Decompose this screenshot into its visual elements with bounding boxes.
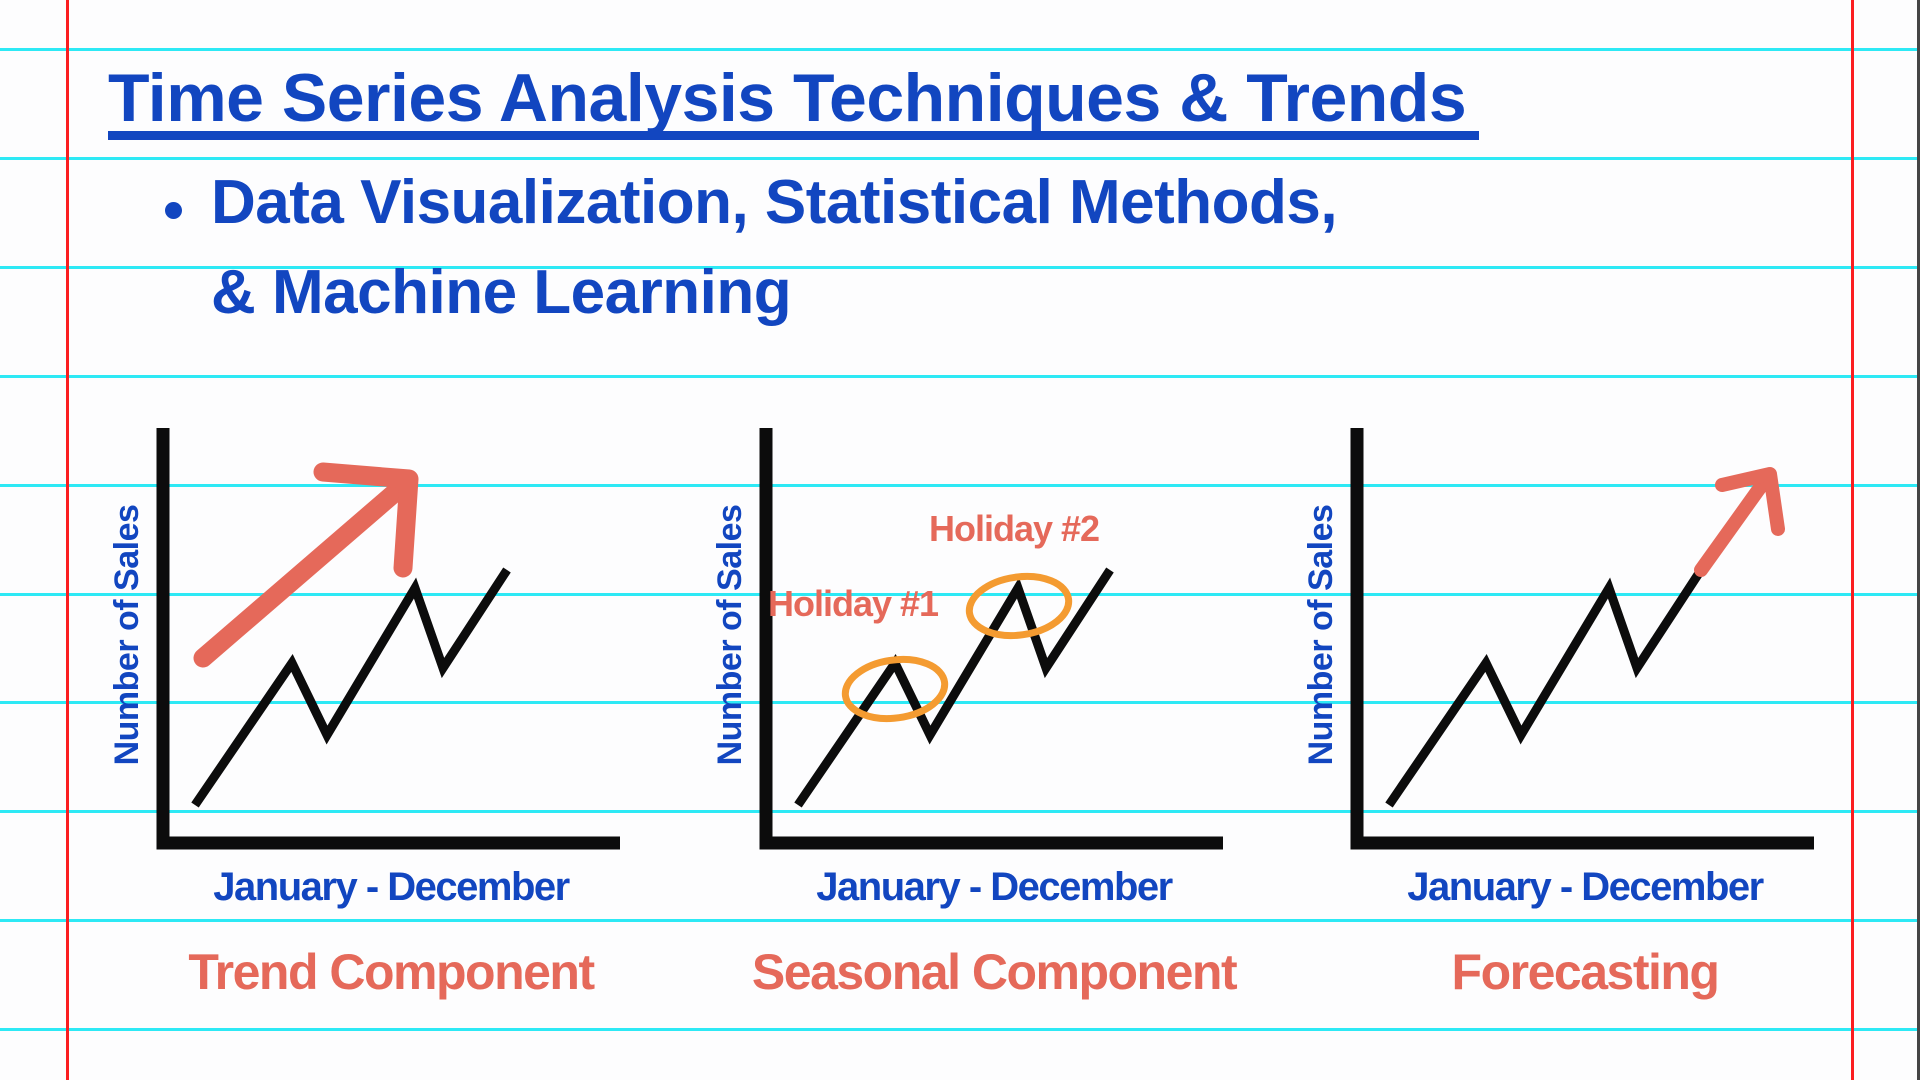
right-margin-line bbox=[1851, 0, 1854, 1080]
rule-line bbox=[0, 484, 1920, 487]
seasonal-component-chart: Number of Sales Holiday #1 Holiday #2 Ja… bbox=[706, 423, 1266, 1023]
rule-line bbox=[0, 1028, 1920, 1031]
x-axis-label: January - December bbox=[213, 865, 570, 909]
trend-arrow-head bbox=[1715, 467, 1785, 536]
trend-chart-canvas bbox=[156, 428, 620, 850]
seasonal-chart-canvas bbox=[759, 428, 1223, 850]
rule-line bbox=[0, 810, 1920, 813]
y-axis-label: Number of Sales bbox=[711, 504, 749, 766]
rule-line bbox=[0, 919, 1920, 922]
page-title: Time Series Analysis Techniques & Trends bbox=[108, 60, 1467, 136]
screen-edge bbox=[1917, 0, 1920, 1080]
trend-arrow-shaft bbox=[1694, 468, 1776, 577]
chart-caption: Seasonal Component bbox=[751, 944, 1238, 1000]
holiday-ellipse bbox=[841, 655, 949, 723]
forecasting-chart: Number of Sales January - December Forec… bbox=[1297, 423, 1857, 1023]
subtitle-line-2: & Machine Learning bbox=[211, 258, 792, 327]
rule-line bbox=[0, 593, 1920, 596]
axis-line bbox=[1350, 428, 1814, 850]
holiday-ellipse bbox=[965, 572, 1073, 640]
rule-line bbox=[0, 48, 1920, 51]
sales-line bbox=[794, 567, 1114, 808]
holiday-2-label: Holiday #2 bbox=[929, 508, 1100, 549]
x-axis-label: January - December bbox=[1407, 865, 1764, 909]
subtitle-line-1: Data Visualization, Statistical Methods, bbox=[211, 168, 1338, 237]
chart-caption: Forecasting bbox=[1451, 944, 1720, 1000]
sales-line bbox=[191, 567, 511, 808]
rule-line bbox=[0, 157, 1920, 160]
title-underline bbox=[108, 131, 1479, 140]
left-margin-line bbox=[66, 0, 69, 1080]
bullet-dot-icon bbox=[165, 202, 182, 219]
axis-line bbox=[759, 428, 1223, 850]
rule-line bbox=[0, 701, 1920, 704]
rule-line bbox=[0, 375, 1920, 378]
trend-arrow-head bbox=[313, 462, 419, 578]
chart-caption: Trend Component bbox=[188, 944, 595, 1000]
sales-line bbox=[1385, 567, 1705, 808]
y-axis-label: Number of Sales bbox=[1302, 504, 1340, 766]
forecasting-chart-canvas bbox=[1350, 428, 1814, 850]
y-axis-label: Number of Sales bbox=[108, 504, 146, 766]
trend-arrow-shaft bbox=[193, 479, 409, 668]
rule-line bbox=[0, 266, 1920, 269]
x-axis-label: January - December bbox=[816, 865, 1173, 909]
axis-line bbox=[156, 428, 620, 850]
holiday-1-label: Holiday #1 bbox=[768, 583, 939, 624]
trend-component-chart: Number of Sales January - December Trend… bbox=[103, 423, 663, 1023]
